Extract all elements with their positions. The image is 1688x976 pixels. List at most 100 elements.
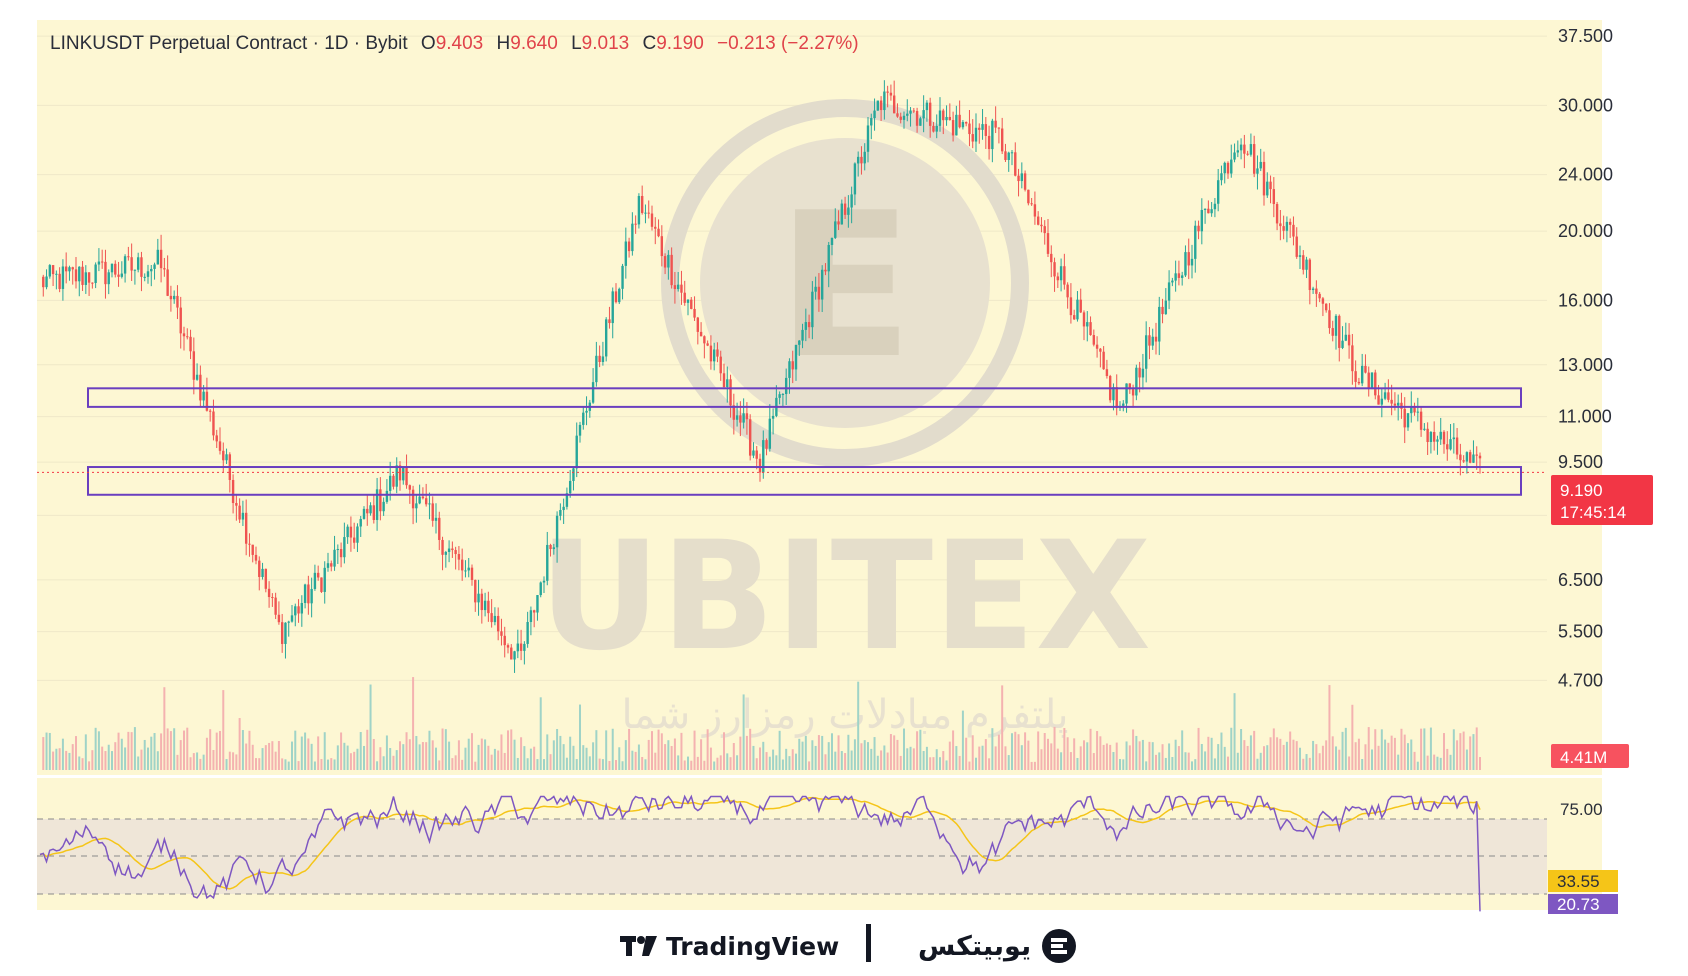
volume-bar: [91, 750, 94, 770]
candle-body: [1367, 372, 1370, 389]
volume-bar: [922, 751, 925, 770]
volume-bar: [601, 759, 604, 770]
volume-bar: [1076, 757, 1079, 770]
candle-body: [195, 374, 199, 380]
volume-bar: [556, 728, 559, 770]
volume-bar: [1410, 739, 1413, 770]
volume-bar: [438, 760, 441, 770]
volume-bar: [425, 742, 428, 770]
candle-body: [460, 559, 464, 571]
volume-bar: [68, 752, 71, 770]
candle-body: [1216, 180, 1220, 204]
volume-bar: [1282, 744, 1285, 770]
candle-body: [906, 113, 909, 116]
volume-bar: [1151, 742, 1154, 770]
candle-body: [140, 257, 143, 277]
candle-body: [1370, 372, 1374, 389]
candle-body: [163, 268, 166, 270]
candle-body: [349, 526, 353, 538]
candle-body: [307, 584, 310, 604]
volume-bar: [1259, 752, 1262, 770]
candle-body: [127, 256, 130, 258]
candle-body: [542, 580, 546, 583]
volume-bar: [1318, 753, 1321, 770]
rsi-lines: [37, 794, 1547, 912]
tradingview-brand[interactable]: TradingView: [620, 926, 839, 966]
candle-body: [1122, 403, 1125, 406]
candle-body: [1014, 152, 1017, 176]
volume-bar: [821, 735, 824, 770]
volume-bar: [585, 747, 588, 770]
candle-body: [654, 226, 657, 229]
candle-body: [136, 257, 140, 270]
candle-body: [1410, 406, 1413, 414]
volume-bar: [984, 739, 987, 770]
candle-body: [1239, 144, 1243, 151]
volume-bar: [255, 758, 257, 770]
volume-bar: [529, 748, 532, 770]
volume-bar: [133, 727, 136, 770]
tradingview-label: TradingView: [666, 931, 840, 961]
candle-body: [611, 291, 614, 324]
volume-bar: [533, 746, 536, 770]
candle-body: [722, 373, 726, 387]
volume-bar: [405, 732, 408, 770]
price-axis[interactable]: 37.500 30.000 24.000 20.000 16.000 13.000 11.0…: [1558, 26, 1613, 690]
candle-body: [595, 355, 598, 383]
volume-bar: [637, 744, 640, 770]
volume-bar: [1086, 742, 1089, 770]
candle-body: [784, 377, 788, 395]
candle-body: [1380, 398, 1384, 405]
volume-bar: [179, 740, 182, 770]
volume-bar: [615, 760, 617, 770]
candle-body: [1000, 128, 1004, 152]
candle-body: [532, 610, 536, 613]
volume-bar: [1158, 752, 1161, 770]
ubitex-brand[interactable]: یوبیتکس: [918, 926, 1077, 966]
candle-body: [1436, 439, 1439, 442]
candle-body: [1377, 395, 1380, 405]
candle-body: [1056, 276, 1060, 281]
volume-bar: [1276, 737, 1279, 770]
volume-bar: [61, 738, 64, 770]
volume-bar: [657, 729, 660, 770]
volume-bar: [1390, 735, 1393, 770]
candle-body: [1128, 383, 1132, 390]
candle-body: [709, 345, 713, 362]
candle-body: [1167, 282, 1171, 301]
candle-body: [58, 273, 61, 289]
volume-bar: [588, 756, 591, 770]
candle-body: [1318, 293, 1321, 299]
candle-body: [251, 544, 254, 555]
candle-body: [100, 261, 104, 263]
svg-text:UBITEX: UBITEX: [539, 510, 1151, 684]
candle-body: [1279, 223, 1282, 227]
candle-body: [392, 475, 395, 487]
volume-bar: [1384, 739, 1387, 770]
candle-body: [107, 272, 110, 285]
volume-bar: [611, 728, 614, 770]
volume-bar: [801, 741, 804, 770]
candle-body: [287, 621, 290, 623]
volume-bar: [1109, 744, 1112, 770]
candle-body: [1059, 266, 1063, 281]
volume-bar: [130, 732, 133, 770]
volume-bar: [896, 739, 899, 770]
candle-body: [549, 544, 552, 550]
volume-bar: [582, 745, 585, 770]
volume-bar: [1354, 742, 1357, 770]
volume-bar: [1132, 729, 1135, 770]
candle-body: [303, 584, 307, 603]
candle-body: [441, 539, 444, 555]
volume-bar: [353, 751, 356, 770]
candle-body: [91, 282, 94, 284]
volume-bar: [975, 757, 977, 770]
price-tick-label: 11.000: [1558, 407, 1612, 427]
volume-bar: [304, 732, 307, 770]
volume-bar: [1446, 748, 1449, 770]
volume-bar: [323, 732, 326, 770]
volume-bar: [628, 728, 631, 770]
support-zones[interactable]: [87, 387, 1522, 496]
candle-body: [336, 549, 340, 551]
